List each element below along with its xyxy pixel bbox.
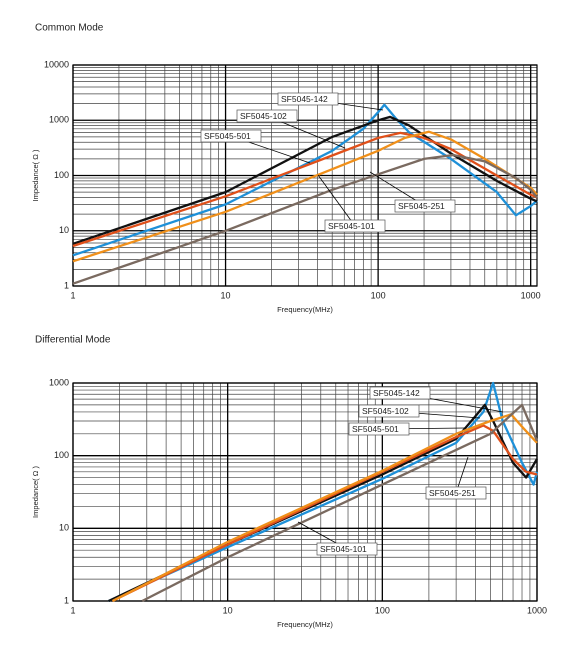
y-tick-label: 1000 [49, 115, 69, 125]
callout-label: SF5045-251 [429, 488, 476, 498]
x-tick-label: 100 [375, 605, 390, 615]
series-line [72, 153, 538, 285]
y-tick-label: 100 [54, 450, 69, 460]
x-tick-label: 100 [371, 290, 386, 300]
callout-label: SF5045-101 [328, 221, 375, 231]
x-tick-label: 1 [70, 605, 75, 615]
series-line [108, 403, 538, 603]
callout-label: SF5045-101 [320, 544, 367, 554]
y-tick-label: 1000 [49, 377, 69, 387]
y-tick-label: 100 [54, 170, 69, 180]
callout-label: SF5045-501 [352, 424, 399, 434]
callout-box [316, 542, 378, 556]
y-tick-label: 10 [59, 225, 69, 235]
y-tick-label: 10000 [44, 59, 69, 69]
plot-frame [72, 382, 538, 602]
series-line [141, 403, 539, 603]
callout-box [358, 404, 420, 418]
series-line [111, 413, 538, 603]
x-tick-label: 10 [223, 605, 233, 615]
callout-label: SF5045-142 [373, 388, 420, 398]
y-axis-label: Impedance( Ω ) [31, 466, 40, 518]
callout-box [369, 386, 431, 400]
callout-label: SF5045-102 [362, 406, 409, 416]
callout-box [277, 92, 339, 106]
x-tick-label: 1000 [521, 290, 541, 300]
callout-label: SF5045-142 [281, 94, 328, 104]
callout-label: SF5045-102 [240, 111, 287, 121]
callout-box [425, 486, 487, 500]
plot-frame [72, 64, 538, 287]
x-tick-label: 1000 [527, 605, 547, 615]
callout-box [324, 219, 386, 233]
callout-label: SF5045-251 [398, 201, 445, 211]
callout-leader [317, 174, 356, 227]
chart-title: Differential Mode [35, 335, 111, 346]
callout-box [394, 199, 456, 213]
chart-title: Common Mode [35, 23, 104, 34]
x-axis-label: Frequency(MHz) [277, 305, 333, 314]
y-axis-label: Impedance( Ω ) [31, 149, 40, 201]
callout-box [200, 129, 262, 143]
callout-box [236, 109, 298, 123]
y-tick-label: 10 [59, 523, 69, 533]
series-line [111, 424, 538, 603]
callout-box [348, 422, 410, 436]
x-tick-label: 1 [70, 290, 75, 300]
y-tick-label: 1 [64, 280, 69, 290]
y-tick-label: 1 [64, 595, 69, 605]
x-axis-label: Frequency(MHz) [277, 620, 333, 629]
series-line [72, 115, 538, 245]
callout-label: SF5045-501 [204, 131, 251, 141]
x-tick-label: 10 [221, 290, 231, 300]
series-line [72, 103, 538, 257]
